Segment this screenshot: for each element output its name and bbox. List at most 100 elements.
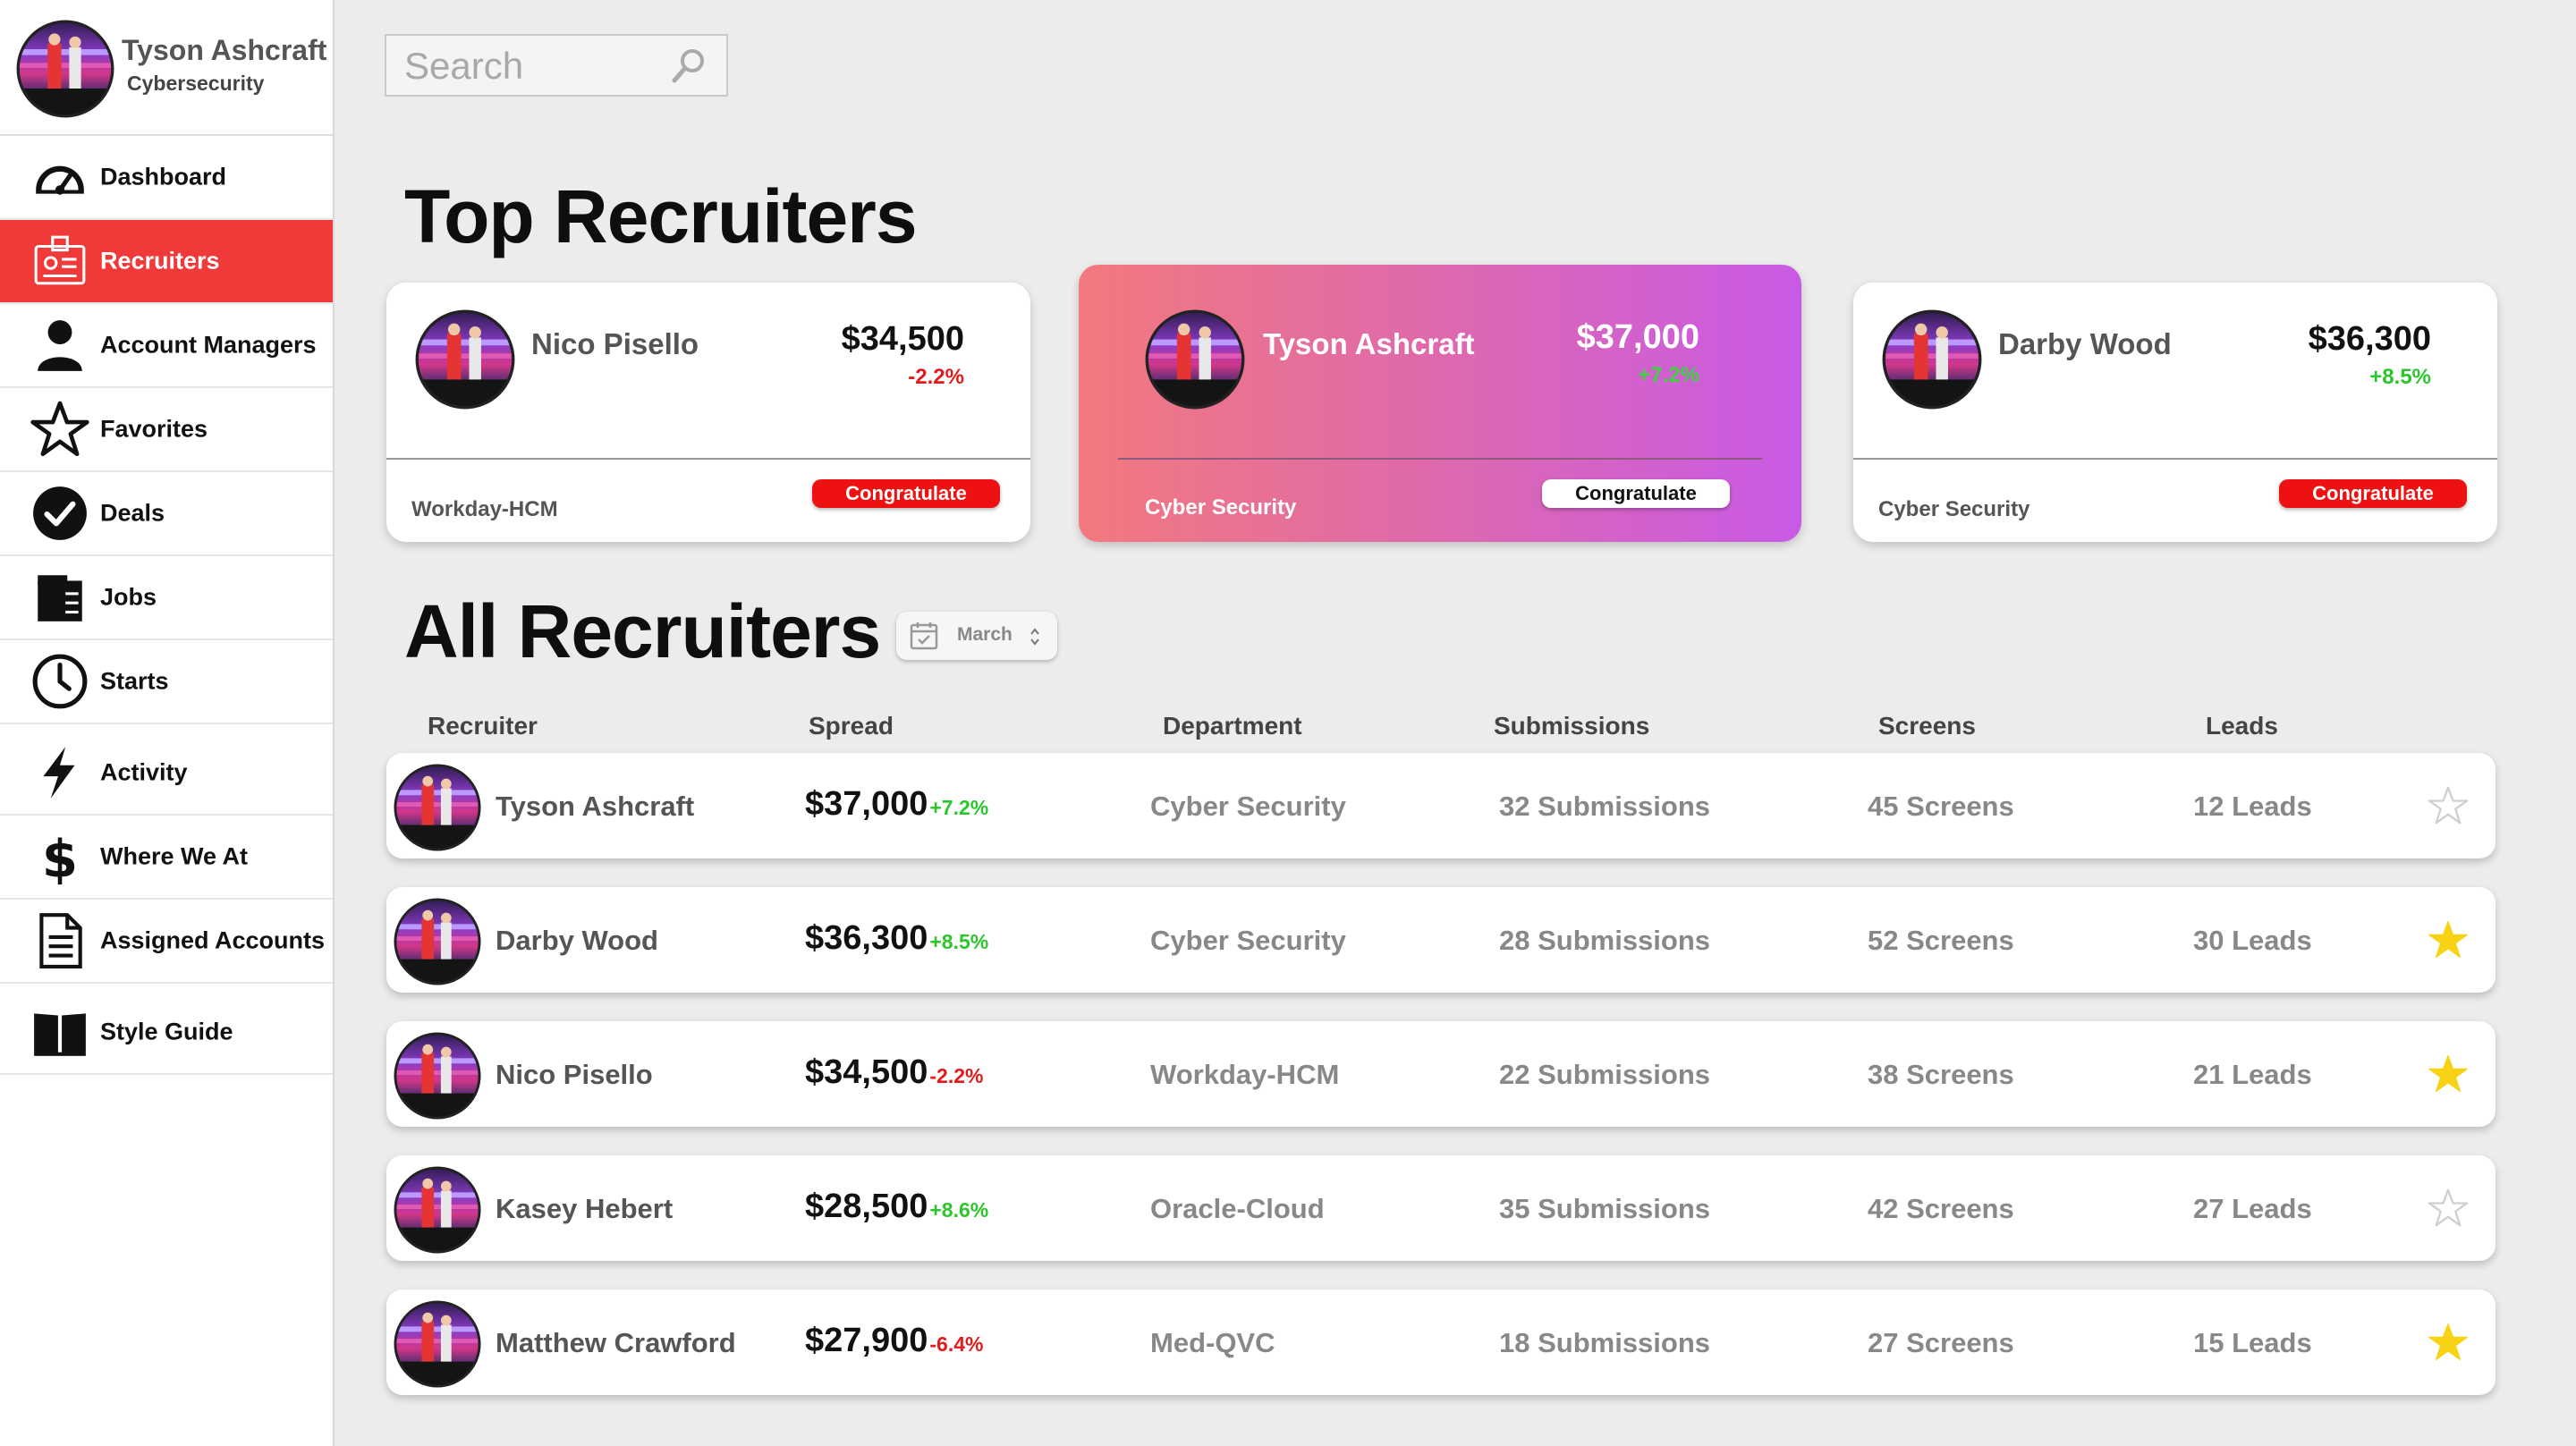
submissions-cell: 18 Submissions [1499,1327,1711,1358]
table-row[interactable]: Kasey Hebert $28,500+8.6% Oracle-Cloud 3… [386,1155,2496,1261]
divider [386,458,1030,460]
spread-amount: $37,000 [805,785,928,823]
table-row[interactable]: Tyson Ashcraft $37,000+7.2% Cyber Securi… [386,753,2496,858]
spread-change: +8.6% [929,1198,989,1222]
nav-label: Where We At [100,842,249,870]
search-icon[interactable] [669,47,708,86]
book-icon [34,1013,86,1056]
nav-item-starts[interactable]: Starts [0,640,333,724]
nav-item-style-guide[interactable]: Style Guide [0,991,333,1075]
congratulate-button[interactable]: Congratulate [2279,479,2467,508]
department-label: Workday-HCM [411,497,558,521]
spread-cell: $34,500-2.2% [805,1053,983,1092]
nav-label: Deals [100,499,165,527]
profile-role: Cybersecurity [127,72,265,95]
divider [1853,458,2497,460]
recruiter-name: Nico Pisello [496,1059,653,1090]
sidebar: Tyson Ashcraft Cybersecurity Dashboard R… [0,0,335,1446]
nav-item-where-we-at[interactable]: $ Where We At [0,816,333,900]
column-header-leads[interactable]: Leads [2206,712,2278,740]
submissions-cell: 35 Submissions [1499,1193,1711,1224]
star-icon [30,400,89,459]
submissions-cell: 28 Submissions [1499,925,1711,956]
column-header-recruiter[interactable]: Recruiter [428,712,538,740]
month-value: March [957,624,1013,645]
spread-amount: $36,300 [805,919,928,957]
congratulate-button[interactable]: Congratulate [812,479,1000,508]
divider [1118,458,1762,460]
submissions-cell: 22 Submissions [1499,1059,1711,1090]
avatar [1145,309,1245,410]
recruiter-name: Darby Wood [1998,327,2172,360]
spread-cell: $27,900-6.4% [805,1322,983,1360]
table-row[interactable]: Nico Pisello $34,500-2.2% Workday-HCM 22… [386,1021,2496,1127]
check-circle-icon [33,486,87,540]
table-row[interactable]: Matthew Crawford $27,900-6.4% Med-QVC 18… [386,1290,2496,1395]
avatar [394,1032,481,1120]
leads-cell: 27 Leads [2193,1193,2312,1224]
nav-label: Jobs [100,583,157,611]
department-cell: Cyber Security [1150,925,1346,956]
nav-item-deals[interactable]: Deals [0,472,333,556]
document-icon [39,913,82,968]
recruiter-name: Nico Pisello [531,327,699,360]
avatar [394,898,481,985]
avatar [415,309,515,410]
screens-cell: 45 Screens [1868,791,2014,822]
screens-cell: 42 Screens [1868,1193,2014,1224]
favorite-star-icon[interactable] [2428,1322,2469,1363]
spread-cell: $37,000+7.2% [805,785,988,824]
top-recruiter-card: Darby Wood $36,300 +8.5% Cyber Security … [1853,283,2497,542]
top-recruiter-card: Nico Pisello $34,500 -2.2% Workday-HCM C… [386,283,1030,542]
user-profile[interactable]: Tyson Ashcraft Cybersecurity [0,0,333,136]
department-cell: Oracle-Cloud [1150,1193,1325,1224]
speedometer-icon [36,165,84,195]
leads-cell: 30 Leads [2193,925,2312,956]
recruiter-name: Tyson Ashcraft [496,791,695,822]
nav-item-dashboard[interactable]: Dashboard [0,136,333,220]
all-recruiters-title: All Recruiters [404,589,881,673]
search-input[interactable] [386,36,674,97]
profile-name: Tyson Ashcraft [122,34,327,66]
nav-label: Assigned Accounts [100,926,326,954]
department-label: Cyber Security [1145,495,1297,520]
favorite-star-icon[interactable] [2428,919,2469,960]
favorite-star-icon[interactable] [2428,785,2469,826]
department-cell: Cyber Security [1150,791,1346,822]
screens-cell: 27 Screens [1868,1327,2014,1358]
spread-amount: $37,000 [1576,318,1699,356]
nav-item-recruiters[interactable]: Recruiters [0,220,333,304]
avatar [16,20,114,118]
screens-cell: 52 Screens [1868,925,2014,956]
spread-change: -2.2% [929,1064,984,1087]
nav-item-account-managers[interactable]: Account Managers [0,304,333,388]
spread-amount: $34,500 [805,1053,928,1091]
department-label: Cyber Security [1878,497,2030,521]
column-header-spread[interactable]: Spread [809,712,894,740]
calendar-icon [910,622,938,650]
favorite-star-icon[interactable] [2428,1053,2469,1095]
column-header-screens[interactable]: Screens [1878,712,1976,740]
recruiter-name: Tyson Ashcraft [1263,327,1475,360]
column-header-department[interactable]: Department [1163,712,1302,740]
table-row[interactable]: Darby Wood $36,300+8.5% Cyber Security 2… [386,887,2496,993]
congratulate-button[interactable]: Congratulate [1542,479,1730,508]
month-select[interactable]: March [896,612,1057,660]
top-recruiter-card-featured: Tyson Ashcraft $37,000 +7.2% Cyber Secur… [1079,265,1801,542]
favorite-star-icon[interactable] [2428,1188,2469,1229]
folder-icon [38,575,82,622]
recruiter-name: Matthew Crawford [496,1327,736,1358]
nav-label: Style Guide [100,1018,233,1045]
column-header-submissions[interactable]: Submissions [1494,712,1650,740]
nav-item-jobs[interactable]: Jobs [0,556,333,640]
nav-item-activity[interactable]: Activity [0,731,333,816]
screens-cell: 38 Screens [1868,1059,2014,1090]
search-box [385,34,728,97]
id-badge-icon [34,235,86,285]
nav-item-favorites[interactable]: Favorites [0,388,333,472]
spread-change: -2.2% [908,365,964,389]
spread-amount: $28,500 [805,1188,928,1225]
avatar [394,764,481,851]
nav-item-assigned-accounts[interactable]: Assigned Accounts [0,900,333,984]
nav-label: Starts [100,667,169,695]
